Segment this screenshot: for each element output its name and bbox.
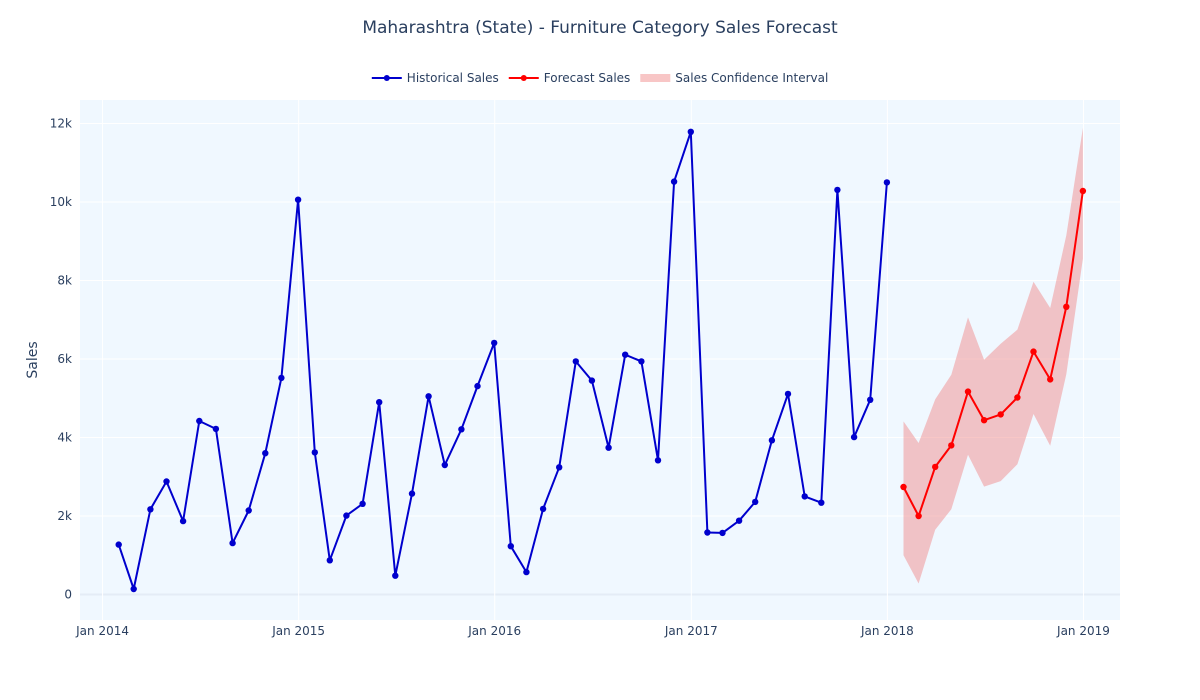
historical-sales-point[interactable] [115, 541, 122, 548]
forecast-sales-point[interactable] [915, 512, 922, 520]
confidence-interval-band [903, 127, 1083, 584]
forecast-sales-point[interactable] [964, 388, 972, 395]
historical-sales-point[interactable] [687, 128, 694, 135]
historical-sales-point[interactable] [572, 358, 579, 365]
historical-sales-point[interactable] [474, 382, 481, 390]
x-tick-label: Jan 2014 [75, 624, 129, 638]
forecast-sales-point[interactable] [948, 442, 955, 449]
historical-sales-point[interactable] [262, 450, 269, 457]
historical-sales-point[interactable] [801, 493, 808, 500]
historical-sales-point[interactable] [212, 425, 220, 433]
historical-sales-point[interactable] [392, 572, 399, 579]
y-tick-label: 8k [57, 274, 72, 288]
historical-sales-point[interactable] [376, 399, 383, 406]
legend-label: Sales Confidence Interval [675, 71, 828, 85]
y-tick-label: 10k [50, 195, 72, 209]
grid-lines [80, 100, 1120, 620]
historical-sales-point[interactable] [867, 396, 874, 403]
historical-sales-point[interactable] [556, 464, 563, 471]
legend-item-forecast-sales[interactable]: Forecast Sales [508, 71, 631, 85]
historical-sales-point[interactable] [245, 507, 252, 514]
historical-sales-point[interactable] [704, 529, 711, 536]
historical-sales-point[interactable] [670, 178, 678, 185]
forecast-sales-point[interactable] [932, 463, 939, 471]
historical-sales-point[interactable] [278, 374, 285, 382]
historical-sales-point[interactable] [311, 449, 318, 456]
confidence-interval-layer [903, 127, 1083, 584]
forecast-sales-point[interactable] [1014, 394, 1021, 401]
historical-sales-point[interactable] [752, 498, 759, 506]
forecast-sales-point[interactable] [900, 483, 907, 491]
historical-sales-point[interactable] [768, 437, 776, 444]
legend-item-historical-sales[interactable]: Historical Sales [371, 71, 499, 85]
x-tick-label: Jan 2016 [467, 624, 521, 638]
legend-label: Forecast Sales [544, 71, 631, 85]
historical-sales-point[interactable] [654, 457, 662, 464]
historical-sales-point[interactable] [359, 500, 366, 507]
historical-sales-point[interactable] [784, 390, 792, 398]
historical-sales-point[interactable] [163, 478, 170, 485]
x-tick-label: Jan 2017 [664, 624, 718, 638]
historical-sales-point[interactable] [539, 505, 547, 513]
legend-marker [520, 75, 527, 81]
historical-sales-point[interactable] [622, 351, 629, 358]
historical-sales-point[interactable] [458, 426, 465, 433]
axis-labels: 0 2k 4k 6k 8k 10k 12k Jan 2014 Jan 2015 Jan 2016 J… [50, 117, 1110, 638]
historical-sales-point[interactable] [818, 499, 825, 506]
historical-sales-point[interactable] [343, 512, 350, 519]
historical-sales-point[interactable] [425, 393, 432, 400]
forecast-sales-point[interactable] [980, 417, 988, 424]
historical-sales-point[interactable] [883, 179, 891, 186]
x-tick-label: Jan 2019 [1056, 624, 1110, 638]
y-tick-label: 6k [57, 352, 72, 366]
forecast-sales-point[interactable] [1047, 376, 1054, 383]
historical-sales-point[interactable] [850, 433, 858, 441]
historical-sales-point[interactable] [588, 377, 596, 384]
y-tick-label: 2k [57, 509, 72, 523]
forecast-sales-series [900, 187, 1087, 520]
historical-sales-point[interactable] [441, 461, 448, 469]
historical-sales-point[interactable] [507, 543, 514, 550]
historical-sales-point[interactable] [179, 517, 187, 525]
chart-title: Maharashtra (State) - Furniture Category… [362, 18, 838, 38]
historical-sales-line [117, 130, 888, 590]
historical-sales-point[interactable] [294, 196, 302, 203]
historical-sales-point[interactable] [735, 517, 743, 524]
forecast-sales-line [902, 190, 1084, 517]
legend-marker [383, 75, 390, 81]
forecast-sales-point[interactable] [1079, 187, 1087, 195]
historical-sales-point[interactable] [229, 539, 236, 547]
series-layer [115, 128, 1087, 593]
legend-label: Historical Sales [407, 71, 499, 85]
legend: Historical Sales Forecast Sales Sales Conf… [371, 71, 828, 85]
historical-sales-point[interactable] [523, 568, 530, 576]
y-axis-title: Sales [25, 341, 41, 378]
y-tick-label: 12k [50, 117, 72, 131]
historical-sales-point[interactable] [834, 186, 841, 194]
historical-sales-series [115, 128, 891, 593]
forecast-sales-point[interactable] [997, 411, 1004, 418]
historical-sales-point[interactable] [196, 417, 203, 425]
historical-sales-point[interactable] [130, 585, 137, 593]
x-tick-label: Jan 2018 [860, 624, 914, 638]
x-tick-label: Jan 2015 [271, 624, 325, 638]
y-tick-label: 4k [57, 431, 72, 445]
historical-sales-point[interactable] [147, 506, 154, 513]
historical-sales-point[interactable] [408, 490, 416, 497]
forecast-sales-point[interactable] [1063, 303, 1070, 310]
historical-sales-point[interactable] [326, 557, 333, 564]
plot-background [80, 100, 1120, 620]
historical-sales-point[interactable] [605, 444, 612, 451]
legend-swatch [640, 74, 671, 82]
legend-item-sales-confidence-interval[interactable]: Sales Confidence Interval [640, 71, 828, 85]
y-tick-label: 0 [64, 587, 72, 601]
historical-sales-point[interactable] [719, 529, 726, 537]
forecast-sales-point[interactable] [1030, 348, 1037, 355]
historical-sales-point[interactable] [638, 358, 645, 365]
historical-sales-point[interactable] [491, 339, 498, 347]
